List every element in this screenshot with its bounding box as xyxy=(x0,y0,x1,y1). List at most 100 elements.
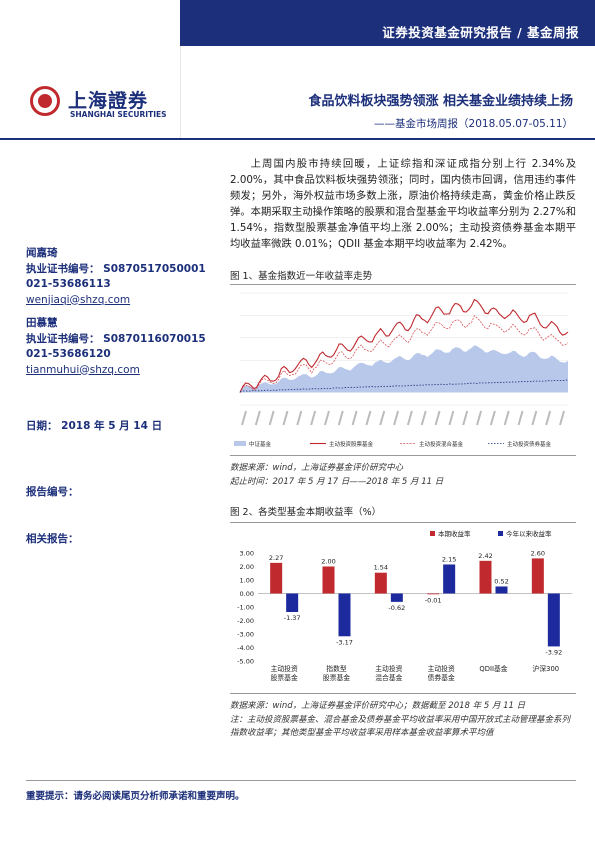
category-label: 股票基金 xyxy=(323,673,350,682)
yaxis-tick-label: -5.00 xyxy=(237,658,254,666)
data-label: -3.92 xyxy=(545,648,562,656)
yaxis-tick-label: -3.00 xyxy=(237,631,254,639)
yaxis-tick-label: 3.00 xyxy=(240,550,254,558)
figure1-period: 起止时间：2017 年 5 月 17 日——2018 年 5 月 11 日 xyxy=(230,477,444,487)
xaxis-tick xyxy=(379,410,386,426)
bar-weekly xyxy=(479,560,492,594)
legend-label: 主动投资混合基金 xyxy=(419,440,464,448)
xaxis-tick xyxy=(476,410,483,426)
xaxis-tick xyxy=(489,410,496,426)
xaxis-tick xyxy=(351,410,358,426)
data-label: 2.60 xyxy=(531,549,545,557)
series-area-csi-fund xyxy=(240,345,568,393)
legend-label: 本期收益率 xyxy=(438,529,471,538)
xaxis-tick xyxy=(310,410,317,426)
figure2-legend: 本期收益率 今年以来收益率 xyxy=(430,529,552,538)
report-title: 食品饮料板块强势领涨 相关基金业绩持续上扬 xyxy=(308,94,573,109)
author-email-link[interactable]: tianmuhui@shzq.com xyxy=(26,363,140,376)
legend-label: 中证基金 xyxy=(249,440,272,448)
header-bar: 证券投资基金研究报告 / 基金周报 xyxy=(180,0,595,46)
xaxis-tick xyxy=(462,410,469,426)
title-zone: 食品饮料板块强势领涨 相关基金业绩持续上扬 ——基金市场周报（2018.05.0… xyxy=(180,46,595,140)
logo-text-en: SHANGHAI SECURITIES xyxy=(70,110,167,119)
category-label: QDII基金 xyxy=(479,664,507,673)
legend-label: 今年以来收益率 xyxy=(506,529,552,538)
yaxis-tick-label: 1.00 xyxy=(240,577,254,585)
figure2-bars xyxy=(270,558,560,647)
bar-weekly xyxy=(322,566,335,594)
figure2-caption: 图 2、各类型基金本期收益率（%） xyxy=(230,507,382,518)
category-label: 指数型 xyxy=(326,664,347,673)
related-reports: 相关报告： xyxy=(26,533,79,545)
yaxis-tick-label: 2.00 xyxy=(240,563,254,571)
xaxis-tick xyxy=(268,410,275,426)
xaxis-tick xyxy=(323,410,330,426)
figure2-svg: 3.00 2.00 1.00 0.00 -1.00 -2.00 -3.00 -4.00 -5.0… xyxy=(237,529,572,682)
category-label: 沪深300 xyxy=(533,664,560,673)
xaxis-tick xyxy=(434,410,441,426)
bar-weekly xyxy=(531,558,544,594)
legend-label: 主动投资股票基金 xyxy=(329,440,374,448)
yaxis-tick-label: -4.00 xyxy=(237,644,254,652)
report-number: 报告编号： xyxy=(26,486,79,498)
report-date: 日期： 2018 年 5 月 14 日 xyxy=(26,420,163,432)
category-label: 主动投资 xyxy=(375,664,402,673)
xaxis-tick xyxy=(254,410,261,426)
figure2-chart: 3.00 2.00 1.00 0.00 -1.00 -2.00 -3.00 -4.00 -5.0… xyxy=(230,522,576,694)
category-label: 主动投资 xyxy=(271,664,298,673)
bar-ytd xyxy=(390,593,403,602)
author-name: 田慕慧 xyxy=(26,317,58,329)
xaxis-tick xyxy=(420,410,427,426)
xaxis-tick xyxy=(241,410,247,426)
figure2-source: 数据来源：wind，上海证券基金评价研究中心；数据截至 2018 年 5 月 1… xyxy=(230,701,526,711)
xaxis-tick xyxy=(545,410,552,426)
bar-ytd xyxy=(547,593,560,647)
figure1-source: 数据来源：wind，上海证券基金评价研究中心 xyxy=(230,463,404,473)
legend-swatch xyxy=(498,531,503,536)
report-type: 证券投资基金研究报告 / 基金周报 xyxy=(382,25,579,40)
xaxis-tick xyxy=(337,410,344,426)
bar-ytd xyxy=(286,593,299,612)
data-label: 2.27 xyxy=(269,554,283,562)
category-label: 债券基金 xyxy=(428,673,455,682)
author-list: 闻嘉琦 执业证书编号： S0870517050001 021-53686113 … xyxy=(26,246,226,386)
bar-weekly xyxy=(374,572,387,594)
xaxis-tick xyxy=(365,410,372,426)
bar-ytd xyxy=(338,593,351,637)
bar-weekly xyxy=(270,562,283,594)
xaxis-tick xyxy=(393,410,400,426)
bar-ytd xyxy=(495,586,508,594)
bar-weekly xyxy=(427,593,440,595)
logo-text: 上海證券 xyxy=(68,90,149,112)
series-line-mixed-fund xyxy=(239,315,569,393)
data-label: 0.52 xyxy=(494,577,508,585)
legend-swatch-area xyxy=(234,441,246,446)
data-label: 2.15 xyxy=(442,555,456,563)
author-cert: 执业证书编号： S0870116070015 xyxy=(26,332,206,345)
header-divider xyxy=(0,138,595,140)
category-label: 股票基金 xyxy=(271,673,298,682)
author-phone: 021-53686120 xyxy=(26,348,111,360)
bar-ytd xyxy=(443,564,456,594)
logo-zone: 上海證券 SHANGHAI SECURITIES xyxy=(0,46,180,140)
series-line-bond-fund xyxy=(239,379,569,392)
author-cert: 执业证书编号： S0870517050001 xyxy=(26,262,206,275)
data-label: 2.00 xyxy=(321,558,335,566)
yaxis-tick-label: -2.00 xyxy=(237,617,254,625)
data-label: -0.62 xyxy=(388,604,405,612)
author-email-link[interactable]: wenjiaqi@shzq.com xyxy=(26,293,131,306)
xaxis-tick xyxy=(531,410,538,426)
figure1-legend: 中证基金 主动投资股票基金 主动投资混合基金 主动投资债券基金 xyxy=(234,440,552,448)
data-label: 2.42 xyxy=(478,552,492,560)
figure2-note: 注：主动投资股票基金、混合基金及债券基金平均收益率采用中国开放式主动管理基金系列… xyxy=(230,715,571,738)
xaxis-tick xyxy=(296,410,303,426)
footer-disclaimer: 重要提示：请务必阅读尾页分析师承诺和重要声明。 xyxy=(26,791,245,802)
category-label: 主动投资 xyxy=(428,664,455,673)
category-label: 混合基金 xyxy=(375,673,402,682)
xaxis-tick xyxy=(503,410,510,426)
report-header: 证券投资基金研究报告 / 基金周报 上海證券 SHANGHAI SECURITI… xyxy=(0,0,595,140)
data-label: -0.01 xyxy=(425,596,442,604)
data-label: -3.17 xyxy=(336,638,353,646)
figure1-svg: 中证基金 主动投资股票基金 主动投资混合基金 主动投资债券基金 xyxy=(234,292,569,448)
